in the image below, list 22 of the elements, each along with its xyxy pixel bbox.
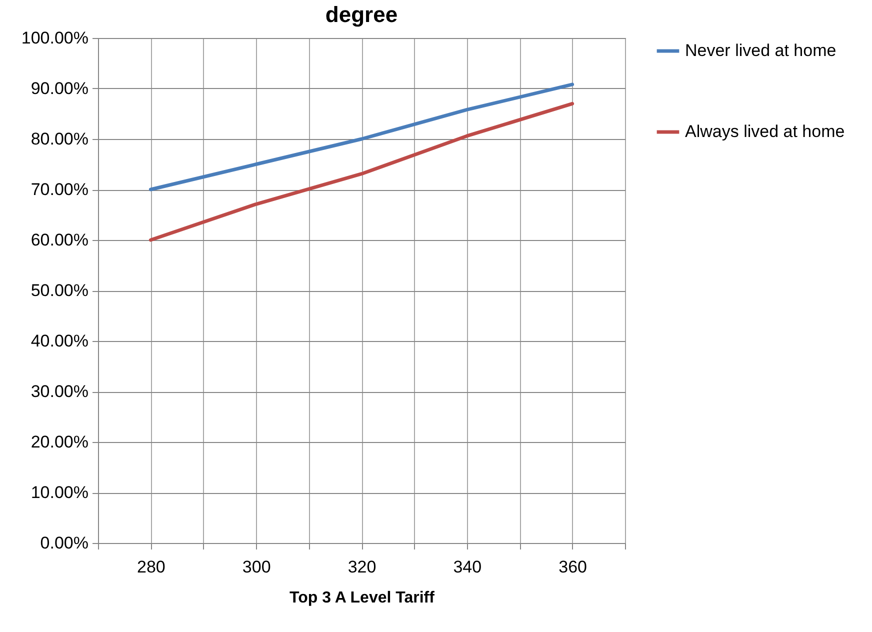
y-tick-label: 50.00% <box>30 281 88 300</box>
line-series <box>148 102 574 242</box>
y-tick-label: 90.00% <box>30 79 88 98</box>
y-tick-label: 30.00% <box>30 382 88 401</box>
y-tick-label: 60.00% <box>30 230 88 250</box>
legend-label: Always lived at home <box>685 122 845 141</box>
x-axis-title: Top 3 A Level Tariff <box>290 590 436 606</box>
x-tick-label: 280 <box>137 558 166 576</box>
y-tick-label: 40.00% <box>30 332 88 350</box>
chart-title: degree <box>325 2 398 27</box>
legend-label: Never lived at home <box>685 41 836 60</box>
y-tick-label: 20.00% <box>30 432 88 452</box>
x-tick-label: 300 <box>242 558 271 576</box>
x-tick-label: 360 <box>558 558 587 576</box>
x-tick-label: 340 <box>453 558 482 576</box>
y-tick-label: 10.00% <box>30 483 88 502</box>
line-series <box>148 82 574 192</box>
y-tick-label: 80.00% <box>30 130 88 148</box>
y-tick-label: 100.00% <box>21 28 88 48</box>
y-tick-label: 0.00% <box>40 534 88 552</box>
x-tick-label: 320 <box>348 558 376 576</box>
y-tick-label: 70.00% <box>30 180 88 199</box>
